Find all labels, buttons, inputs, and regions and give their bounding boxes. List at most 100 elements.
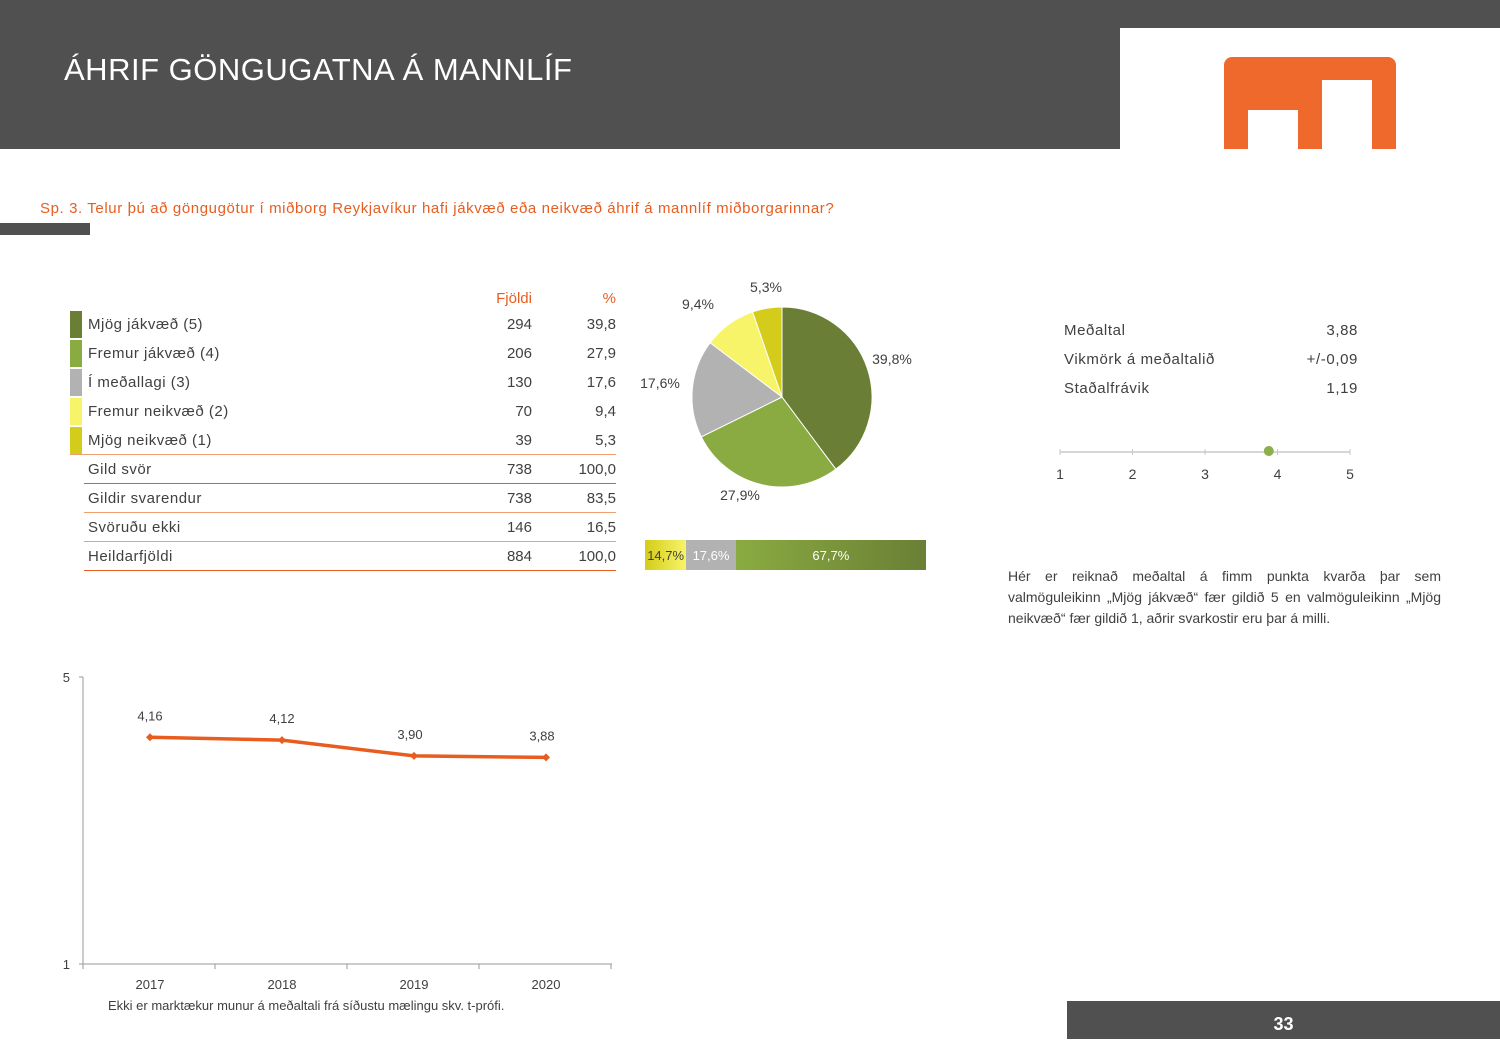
legend-swatch: [70, 340, 82, 367]
stat-label: Meðaltal: [1064, 322, 1126, 339]
data-point: [542, 753, 550, 762]
table-row: Fremur jákvæð (4) 206 27,9: [70, 339, 616, 368]
pie-slice: [751, 306, 783, 398]
row-label: Mjög jákvæð (5): [88, 316, 204, 333]
row-pct: 16,5: [586, 518, 616, 536]
header-panel: [0, 28, 1120, 149]
table-row: Mjög neikvæð (1) 39 5,3: [70, 426, 616, 455]
row-count: 738: [506, 460, 532, 478]
pie-label: 39,8%: [872, 351, 912, 367]
row-label: Gildir svarendur: [88, 489, 202, 507]
page-number: 33: [1067, 1001, 1500, 1039]
data-point: [410, 751, 418, 760]
stat-row: Vikmörk á meðaltalið +/-0,09: [1064, 345, 1358, 374]
pie-label: 9,4%: [682, 296, 714, 312]
stacked-segment: 17,6%: [686, 540, 736, 570]
total-row: Heildarfjöldi 884 100,0: [84, 542, 616, 571]
scale-tick-label: 4: [1274, 466, 1282, 482]
line-chart: 5 1 4,16 2017 4,12 2018 3,90 2019 3,88 2020: [63, 670, 612, 992]
legend-swatch: [70, 369, 82, 396]
row-label: Heildarfjöldi: [88, 547, 173, 565]
logo: [1224, 57, 1396, 149]
pie-slice: [700, 396, 837, 488]
row-pct: 27,9: [586, 345, 616, 362]
pie-label: 17,6%: [640, 375, 680, 391]
total-row: Svöruðu ekki 146 16,5: [84, 513, 616, 542]
footnote: Ekki er marktækur munur á meðaltali frá …: [108, 998, 505, 1013]
data-label: 3,88: [529, 728, 554, 743]
row-label: Svöruðu ekki: [88, 518, 181, 536]
y-tick-label: 5: [63, 670, 70, 685]
row-label: Fremur neikvæð (2): [88, 403, 229, 420]
row-count: 70: [515, 403, 532, 420]
scale-tick-label: 5: [1346, 466, 1354, 482]
stat-label: Vikmörk á meðaltalið: [1064, 351, 1215, 368]
legend-swatch: [70, 311, 82, 338]
row-count: 738: [506, 489, 532, 507]
total-row: Gildir svarendur 738 83,5: [84, 484, 616, 513]
row-count: 884: [506, 547, 532, 565]
line-series: [149, 735, 547, 760]
pie-slice: [781, 306, 873, 470]
row-count: 39: [515, 431, 532, 449]
row-pct: 83,5: [586, 489, 616, 507]
row-pct: 39,8: [586, 316, 616, 333]
row-pct: 17,6: [586, 374, 616, 391]
scale-tick-label: 1: [1056, 466, 1064, 482]
x-tick-label: 2017: [136, 977, 165, 992]
accent-bar: [0, 223, 90, 235]
row-label: Fremur jákvæð (4): [88, 345, 220, 362]
data-label: 4,16: [137, 708, 162, 723]
stat-row: Staðalfrávik 1,19: [1064, 374, 1358, 403]
stat-value: 1,19: [1326, 380, 1358, 397]
legend-swatch: [70, 398, 82, 425]
table-row: Mjög jákvæð (5) 294 39,8: [70, 310, 616, 339]
stats-table: Meðaltal 3,88 Vikmörk á meðaltalið +/-0,09 S…: [1064, 316, 1358, 403]
stat-row: Meðaltal 3,88: [1064, 316, 1358, 345]
x-tick-label: 2020: [532, 977, 561, 992]
data-label: 3,90: [397, 727, 422, 742]
row-pct: 9,4: [595, 403, 616, 420]
stacked-bar: 14,7% 17,6% 67,7%: [645, 540, 926, 570]
row-label: Mjög neikvæð (1): [88, 431, 212, 449]
stacked-segment: 14,7%: [645, 540, 687, 570]
total-row: Gild svör 738 100,0: [84, 455, 616, 484]
row-count: 294: [506, 316, 532, 333]
stat-value: 3,88: [1326, 322, 1358, 339]
data-label: 4,12: [269, 711, 294, 726]
scale-tick-label: 2: [1129, 466, 1137, 482]
stacked-segment: 67,7%: [735, 540, 926, 570]
header-bar: [0, 0, 1500, 28]
row-count: 206: [506, 345, 532, 362]
pct-header: %: [602, 289, 616, 307]
pie-label: 27,9%: [720, 487, 760, 503]
row-pct: 100,0: [578, 460, 616, 478]
legend-swatch: [70, 426, 82, 454]
mean-scale-chart: 1 2 3 4 5: [1056, 446, 1354, 482]
row-label: Í meðallagi (3): [88, 374, 191, 391]
pie-slice: [691, 342, 783, 438]
x-tick-label: 2019: [400, 977, 429, 992]
pie-chart: 39,8% 27,9% 17,6% 9,4% 5,3%: [640, 280, 912, 503]
stat-value: +/-0,09: [1306, 351, 1358, 368]
row-label: Gild svör: [88, 460, 152, 478]
data-point: [278, 736, 286, 745]
y-tick-label: 1: [63, 957, 70, 972]
table-row: Í meðallagi (3) 130 17,6: [70, 368, 616, 397]
data-point: [146, 733, 154, 742]
stat-label: Staðalfrávik: [1064, 380, 1150, 397]
x-tick-label: 2018: [268, 977, 297, 992]
row-pct: 100,0: [578, 547, 616, 565]
row-pct: 5,3: [595, 431, 616, 449]
mean-marker: [1263, 446, 1274, 456]
page-title: ÁHRIF GÖNGUGATNA Á MANNLÍF: [64, 52, 573, 87]
count-header: Fjöldi: [496, 289, 532, 307]
row-count: 130: [506, 374, 532, 391]
results-table: Fjöldi% Mjög jákvæð (5) 294 39,8 Fremur ják…: [70, 286, 616, 571]
question-text: Sp. 3. Telur þú að göngugötur í miðborg …: [40, 200, 835, 217]
explanation-note: Hér er reiknað meðaltal á fimm punkta kv…: [1008, 568, 1441, 626]
scale-tick-label: 3: [1201, 466, 1209, 482]
table-row: Fremur neikvæð (2) 70 9,4: [70, 397, 616, 426]
table-header: Fjöldi%: [70, 286, 616, 310]
pie-label: 5,3%: [750, 280, 782, 295]
